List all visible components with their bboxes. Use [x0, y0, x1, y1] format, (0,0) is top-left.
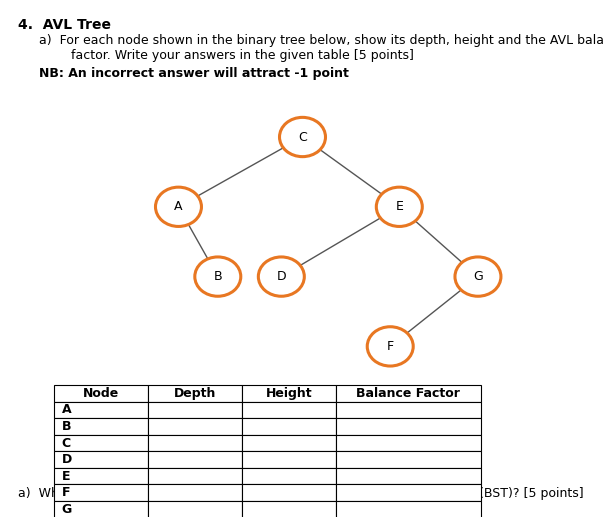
Text: Balance Factor: Balance Factor	[356, 387, 460, 400]
Text: G: G	[473, 270, 483, 283]
Bar	[54, 418, 148, 435]
Text: Height: Height	[266, 387, 312, 400]
Bar	[148, 402, 242, 418]
Bar	[242, 501, 336, 517]
Bar	[54, 484, 148, 501]
Text: G: G	[62, 503, 72, 516]
Bar	[242, 435, 336, 451]
Text: Depth: Depth	[174, 387, 217, 400]
Bar	[242, 484, 336, 501]
Bar	[54, 468, 148, 484]
Bar	[336, 501, 481, 517]
Bar	[336, 435, 481, 451]
Text: a)  What is the main advantage of an AVL Tree over a Binary Search Tree (BST)? [: a) What is the main advantage of an AVL …	[18, 488, 584, 500]
Circle shape	[376, 187, 422, 226]
Bar	[336, 484, 481, 501]
Bar	[148, 501, 242, 517]
Circle shape	[367, 327, 413, 366]
Circle shape	[258, 257, 304, 296]
Bar	[148, 484, 242, 501]
Bar	[336, 451, 481, 468]
Bar	[54, 501, 148, 517]
Bar	[148, 451, 242, 468]
Bar	[54, 385, 148, 402]
Text: 4.  AVL Tree: 4. AVL Tree	[18, 18, 111, 32]
Text: NB: An incorrect answer will attract -1 point: NB: An incorrect answer will attract -1 …	[39, 67, 349, 80]
Bar	[336, 385, 481, 402]
Bar	[148, 435, 242, 451]
Circle shape	[195, 257, 241, 296]
Text: B: B	[214, 270, 222, 283]
Text: C: C	[298, 130, 307, 144]
Bar	[242, 385, 336, 402]
Circle shape	[455, 257, 501, 296]
Text: E: E	[395, 200, 404, 214]
Bar	[148, 385, 242, 402]
Bar	[148, 468, 242, 484]
Bar	[242, 468, 336, 484]
Text: factor. Write your answers in the given table [5 points]: factor. Write your answers in the given …	[39, 49, 414, 62]
Text: F: F	[387, 340, 394, 353]
Circle shape	[155, 187, 201, 226]
Text: Node: Node	[83, 387, 119, 400]
Text: C: C	[62, 436, 71, 450]
Text: A: A	[62, 403, 71, 417]
Text: E: E	[62, 469, 70, 483]
Text: D: D	[62, 453, 72, 466]
Bar	[148, 418, 242, 435]
Bar	[336, 468, 481, 484]
Bar	[336, 402, 481, 418]
Text: D: D	[276, 270, 286, 283]
Bar	[54, 435, 148, 451]
Bar	[242, 402, 336, 418]
Circle shape	[280, 117, 325, 157]
Bar	[336, 418, 481, 435]
Bar	[54, 451, 148, 468]
Bar	[242, 418, 336, 435]
Bar	[242, 451, 336, 468]
Text: a)  For each node shown in the binary tree below, show its depth, height and the: a) For each node shown in the binary tre…	[39, 34, 605, 47]
Text: F: F	[62, 486, 70, 499]
Text: B: B	[62, 420, 71, 433]
Bar	[54, 402, 148, 418]
Text: A: A	[174, 200, 183, 214]
